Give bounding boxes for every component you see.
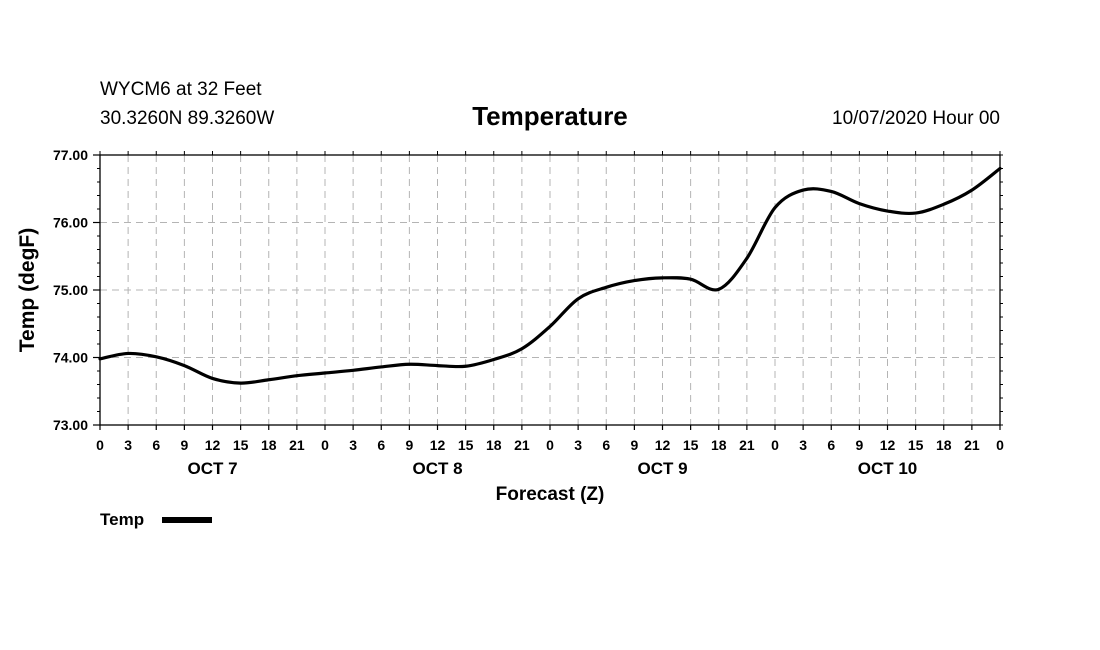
x-tick-label: 15 (233, 437, 249, 453)
y-tick-label: 74.00 (53, 350, 88, 366)
x-tick-label: 6 (152, 437, 160, 453)
data-point (126, 352, 130, 355)
y-tick-label: 76.00 (53, 215, 88, 231)
data-point (211, 377, 214, 380)
data-point (295, 374, 299, 377)
x-tick-label: 21 (289, 437, 305, 453)
x-tick-label: 0 (96, 437, 104, 453)
x-tick-label: 12 (205, 437, 221, 453)
y-tick-label: 73.00 (53, 417, 88, 433)
data-point (464, 365, 467, 368)
x-tick-label: 0 (996, 437, 1004, 453)
legend-label: Temp (100, 510, 144, 529)
x-tick-label: 18 (261, 437, 277, 453)
data-point (183, 364, 186, 367)
x-tick-label: 6 (377, 437, 385, 453)
x-tick-label: 21 (514, 437, 530, 453)
x-tick-label: 12 (880, 437, 896, 453)
data-point (436, 364, 439, 367)
day-label: OCT 9 (637, 459, 687, 478)
x-tick-label: 3 (124, 437, 132, 453)
data-point (998, 167, 1002, 170)
x-tick-label: 15 (683, 437, 699, 453)
data-point (155, 355, 158, 359)
data-point (576, 297, 580, 300)
chart-title: Temperature (472, 101, 628, 131)
x-tick-label: 6 (827, 437, 835, 453)
data-point (267, 378, 270, 381)
x-tick-label: 3 (799, 437, 807, 453)
series-layer (98, 166, 1002, 385)
x-tick-label: 3 (349, 437, 357, 453)
x-tick-label: 18 (936, 437, 952, 453)
y-tick-label: 77.00 (53, 147, 88, 163)
x-tick-label: 9 (180, 437, 188, 453)
data-point (970, 188, 974, 192)
day-label: OCT 10 (858, 459, 918, 478)
x-tick-label: 0 (771, 437, 779, 453)
data-point (408, 363, 411, 366)
data-point (689, 278, 692, 281)
data-point (858, 202, 861, 205)
y-axis-ticks: 73.00 74.00 75.00 76.00 77.00 (53, 147, 1003, 433)
x-tick-label: 15 (458, 437, 474, 453)
x-axis-ticks: 0 3 6 9 12 15 18 21 0 3 6 9 12 15 18 21 0 3 6 9 12 15 18 21 0 3 6 9… (96, 151, 1004, 453)
data-point (633, 279, 636, 282)
x-axis-label: Forecast (Z) (496, 484, 605, 505)
data-point (605, 286, 608, 289)
data-point (830, 190, 833, 193)
x-tick-label: 18 (711, 437, 727, 453)
data-point (914, 211, 917, 215)
data-point (745, 257, 749, 260)
day-label: OCT 8 (412, 459, 462, 478)
x-tick-label: 0 (321, 437, 329, 453)
x-tick-label: 12 (655, 437, 671, 453)
data-point (801, 188, 805, 192)
y-tick-label: 75.00 (53, 282, 88, 298)
data-point (942, 203, 945, 206)
x-tick-label: 12 (430, 437, 446, 453)
x-tick-label: 3 (574, 437, 582, 453)
x-tick-label: 9 (855, 437, 863, 453)
day-labels: OCT 7 OCT 8 OCT 9 OCT 10 (187, 459, 917, 478)
x-tick-label: 9 (405, 437, 413, 453)
legend: Temp (100, 510, 212, 529)
data-point (520, 347, 524, 350)
data-point (492, 358, 495, 361)
data-point (380, 365, 383, 369)
x-tick-label: 21 (739, 437, 755, 453)
grid-lines (100, 155, 1000, 425)
date-label: 10/07/2020 Hour 00 (832, 108, 1000, 129)
data-point (886, 209, 889, 213)
data-point (773, 206, 777, 209)
x-tick-label: 9 (630, 437, 638, 453)
data-point (661, 276, 664, 280)
station-label: WYCM6 at 32 Feet (100, 79, 262, 100)
data-point (98, 357, 102, 361)
day-label: OCT 7 (187, 459, 237, 478)
x-tick-label: 6 (602, 437, 610, 453)
data-point (323, 371, 327, 375)
data-point (351, 369, 355, 372)
x-tick-label: 0 (546, 437, 554, 453)
x-tick-label: 18 (486, 437, 502, 453)
data-point (717, 288, 720, 291)
data-point (239, 381, 242, 385)
data-point (548, 325, 552, 328)
location-label: 30.3260N 89.3260W (100, 108, 274, 129)
y-axis-label: Temp (degF) (16, 228, 39, 352)
x-tick-label: 21 (964, 437, 980, 453)
x-tick-label: 15 (908, 437, 924, 453)
